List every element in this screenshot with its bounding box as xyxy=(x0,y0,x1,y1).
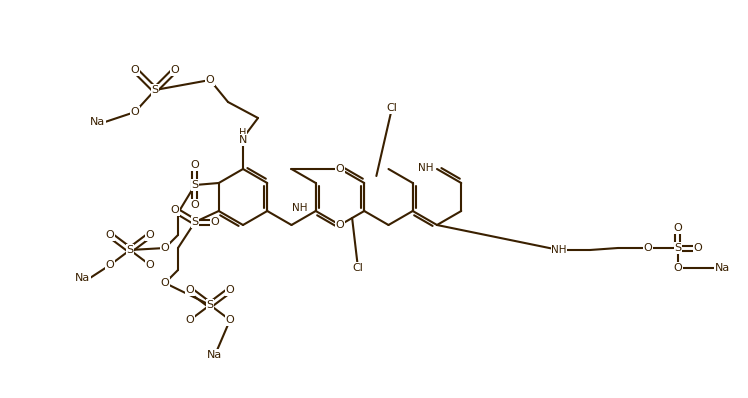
Text: O: O xyxy=(693,243,702,253)
Text: N: N xyxy=(239,135,247,145)
Text: O: O xyxy=(191,200,200,210)
Text: S: S xyxy=(126,245,134,255)
Text: O: O xyxy=(161,278,169,288)
Text: O: O xyxy=(186,285,194,295)
Text: O: O xyxy=(211,217,219,227)
Text: S: S xyxy=(191,217,198,227)
Text: O: O xyxy=(171,205,180,215)
Text: O: O xyxy=(146,230,154,240)
Text: Na: Na xyxy=(715,263,730,273)
Text: Na: Na xyxy=(75,273,90,283)
Text: O: O xyxy=(336,164,344,174)
Text: O: O xyxy=(674,223,682,233)
Text: O: O xyxy=(226,285,234,295)
Text: NH: NH xyxy=(292,203,307,213)
Text: O: O xyxy=(674,263,682,273)
Text: S: S xyxy=(675,243,681,253)
Text: O: O xyxy=(146,260,154,270)
Text: O: O xyxy=(131,107,139,117)
Text: O: O xyxy=(643,243,652,253)
Text: O: O xyxy=(336,220,344,230)
Text: Cl: Cl xyxy=(387,103,397,113)
Text: O: O xyxy=(161,243,169,253)
Text: O: O xyxy=(171,65,180,75)
Text: O: O xyxy=(206,75,215,85)
Text: O: O xyxy=(191,160,200,170)
Text: O: O xyxy=(186,315,194,325)
Text: O: O xyxy=(131,65,139,75)
Text: NH: NH xyxy=(551,245,567,255)
Text: S: S xyxy=(151,85,159,95)
Text: Na: Na xyxy=(207,350,223,360)
Text: H: H xyxy=(239,128,247,138)
Text: O: O xyxy=(105,230,114,240)
Text: O: O xyxy=(226,315,234,325)
Text: S: S xyxy=(191,180,198,190)
Text: S: S xyxy=(206,300,214,310)
Text: Na: Na xyxy=(90,117,105,127)
Text: NH: NH xyxy=(418,163,434,173)
Text: Cl: Cl xyxy=(352,263,364,273)
Text: O: O xyxy=(105,260,114,270)
